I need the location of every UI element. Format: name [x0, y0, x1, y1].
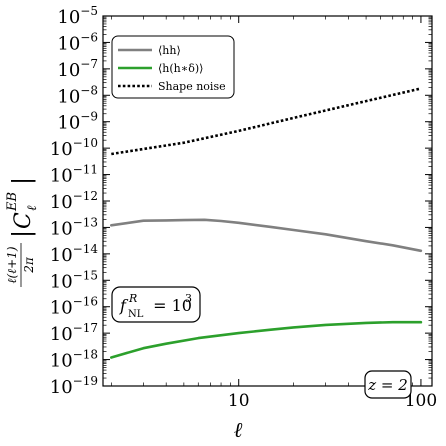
x-tick-label: 100	[405, 391, 437, 411]
y-label-symbol: C	[11, 212, 36, 229]
fnl-exponent: 3	[185, 292, 192, 305]
svg-text:f: f	[119, 296, 129, 315]
fnl-annotation: f R NL = 10 3	[111, 286, 201, 323]
y-tick-label: 10−14	[50, 242, 99, 266]
fnl-equals: = 10	[148, 296, 192, 315]
series-line-0	[110, 218, 423, 253]
legend-box	[111, 35, 235, 99]
y-tick-label: 10−10	[50, 136, 98, 160]
y-tick-label: 10−16	[50, 295, 98, 319]
fnl-symbol: f	[119, 296, 129, 315]
y-tick-label: 10−9	[57, 110, 98, 134]
y-tick-label: 10−19	[50, 374, 98, 398]
y-tick-label: 10−17	[50, 321, 98, 345]
y-tick-label: 10−13	[50, 215, 98, 239]
fnl-subscript: NL	[128, 309, 144, 320]
x-tick-label: 10	[228, 391, 250, 411]
y-label-denominator: 2π	[22, 256, 36, 274]
y-tick-label: 10−5	[57, 4, 98, 28]
series-line-2	[111, 87, 422, 156]
legend-label-1: ⟨h(h∗δ)⟩	[158, 62, 203, 75]
y-tick-label: 10−8	[57, 83, 98, 107]
y-tick-label: 10−6	[57, 30, 98, 54]
y-label-abs-right: |	[8, 177, 37, 185]
y-label-numerator: ℓ(ℓ+1)	[5, 246, 19, 283]
legend-label-0: ⟨hh⟩	[158, 44, 181, 57]
y-label-abs-left: |	[8, 230, 37, 238]
y-tick-label: 10−12	[50, 189, 98, 213]
y-tick-label: 10−15	[50, 268, 98, 292]
y-tick-label: 10−11	[50, 163, 98, 187]
redshift-annotation-box	[364, 370, 412, 399]
y-tick-label: 10−7	[57, 57, 98, 81]
y-tick-label: 10−18	[50, 348, 98, 372]
redshift-label: z = 2	[367, 376, 408, 394]
legend: ⟨hh⟩ ⟨h(h∗δ)⟩ Shape noise	[111, 35, 235, 99]
x-axis-label: ℓ	[234, 418, 243, 442]
series-line-1	[110, 320, 423, 359]
fnl-annotation-box	[111, 286, 201, 323]
y-axis-label: ℓ(ℓ+1) 2π | C EB ℓ |	[5, 177, 40, 287]
legend-label-2: Shape noise	[158, 80, 226, 93]
redshift-annotation: z = 2	[364, 370, 412, 399]
y-label-subscript: ℓ	[25, 205, 40, 211]
y-label-superscript: EB	[5, 192, 20, 212]
fnl-superscript: R	[128, 292, 137, 305]
